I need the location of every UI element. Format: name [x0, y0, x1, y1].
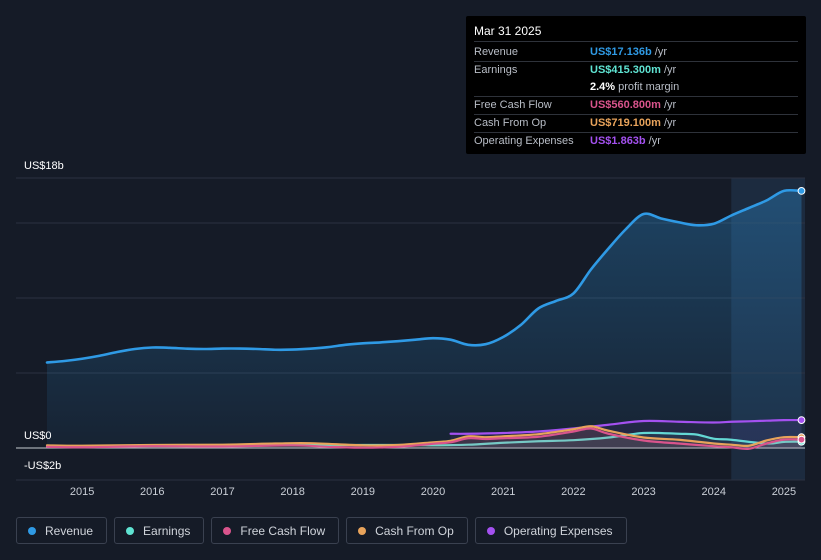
tooltip-row-revenue: Revenue US$17.136b /yr — [474, 44, 798, 62]
legend-item-earnings[interactable]: Earnings — [114, 517, 205, 544]
legend-item-operating-expenses[interactable]: Operating Expenses — [474, 517, 627, 544]
tooltip-row-earnings: Earnings US$415.300m /yr — [474, 62, 798, 79]
series-layer — [45, 188, 803, 450]
legend-item-cash-from-op[interactable]: Cash From Op — [346, 517, 468, 544]
tooltip-label: Earnings — [474, 64, 518, 76]
x-tick-label: 2020 — [421, 486, 445, 498]
legend-label: Revenue — [45, 523, 94, 538]
x-tick-label: 2025 — [772, 486, 796, 498]
tooltip-unit: /yr — [663, 99, 677, 111]
y-label-bottom: -US$2b — [24, 460, 62, 472]
tooltip-value: US$17.136b — [590, 46, 652, 58]
x-tick-label: 2017 — [210, 486, 234, 498]
legend-label: Free Cash Flow — [240, 523, 326, 538]
x-axis-ticks: 2015 2016 2017 2018 2019 2020 2021 2022 2023 2024… — [70, 486, 796, 498]
tooltip-unit: profit margin — [618, 81, 680, 93]
tooltip-value: US$560.800m — [590, 99, 661, 111]
tooltip-date: Mar 31 2025 — [474, 24, 798, 42]
tooltip-row-cfo: Cash From Op US$719.100m /yr — [474, 115, 798, 133]
tooltip-value: US$719.100m — [590, 117, 661, 129]
revenue-line — [45, 188, 803, 364]
free-cash-flow-line — [45, 427, 803, 450]
legend-dot-icon — [28, 526, 36, 535]
legend-dot-icon — [358, 526, 367, 535]
legend-dot-icon — [223, 526, 232, 535]
x-tick-label: 2015 — [70, 486, 94, 498]
x-tick-label: 2016 — [140, 486, 164, 498]
legend: Revenue Earnings Free Cash Flow Cash Fro… — [16, 517, 627, 544]
cash-from-op-line — [45, 425, 803, 448]
legend-label: Earnings — [143, 523, 191, 538]
revenue-area — [47, 190, 802, 448]
tooltip-row-margin: 2.4% profit margin — [474, 79, 798, 97]
legend-label: Cash From Op — [375, 523, 454, 538]
revenue-endpoint — [797, 187, 806, 195]
legend-item-free-cash-flow[interactable]: Free Cash Flow — [211, 517, 340, 544]
tooltip-row-opex: Operating Expenses US$1.863b /yr — [474, 133, 798, 150]
tooltip-value: US$415.300m — [590, 64, 661, 76]
series-endpoints — [797, 187, 806, 446]
x-tick-label: 2018 — [280, 486, 304, 498]
free-cash-flow-endpoint — [797, 435, 806, 444]
x-tick-label: 2021 — [491, 486, 515, 498]
tooltip-unit: /yr — [648, 135, 661, 147]
tooltip-value: 2.4% — [590, 81, 616, 93]
legend-dot-icon — [486, 526, 495, 535]
tooltip-label: Free Cash Flow — [474, 99, 552, 111]
earnings-area — [47, 432, 802, 448]
x-tick-label: 2024 — [702, 486, 726, 498]
tooltip-label: Operating Expenses — [474, 135, 574, 147]
tooltip-label: Cash From Op — [474, 117, 547, 129]
cash-from-op-area — [47, 426, 802, 448]
tooltip-unit: /yr — [663, 64, 677, 76]
tooltip-row-fcf: Free Cash Flow US$560.800m /yr — [474, 97, 798, 115]
tooltip-label: Revenue — [474, 46, 519, 58]
tooltip: Mar 31 2025 Revenue US$17.136b /yr Earni… — [466, 16, 806, 154]
operating-expenses-line — [449, 418, 803, 435]
y-label-top: US$18b — [24, 160, 64, 172]
y-label-zero: US$0 — [24, 430, 52, 442]
tooltip-label — [474, 79, 590, 96]
tooltip-value: US$1.863b — [590, 135, 646, 147]
tooltip-unit: /yr — [654, 46, 667, 58]
operating-expenses-endpoint — [797, 416, 806, 425]
x-tick-label: 2019 — [351, 486, 375, 498]
chart: 2015 2016 2017 2018 2019 2020 2021 2022 2023 2024… — [16, 177, 806, 498]
x-tick-label: 2023 — [631, 486, 655, 498]
legend-label: Operating Expenses — [503, 523, 613, 538]
legend-dot-icon — [126, 526, 135, 535]
free-cash-flow-area — [47, 428, 802, 449]
x-tick-label: 2022 — [561, 486, 585, 498]
legend-item-revenue[interactable]: Revenue — [16, 517, 108, 544]
tooltip-unit: /yr — [663, 117, 677, 129]
